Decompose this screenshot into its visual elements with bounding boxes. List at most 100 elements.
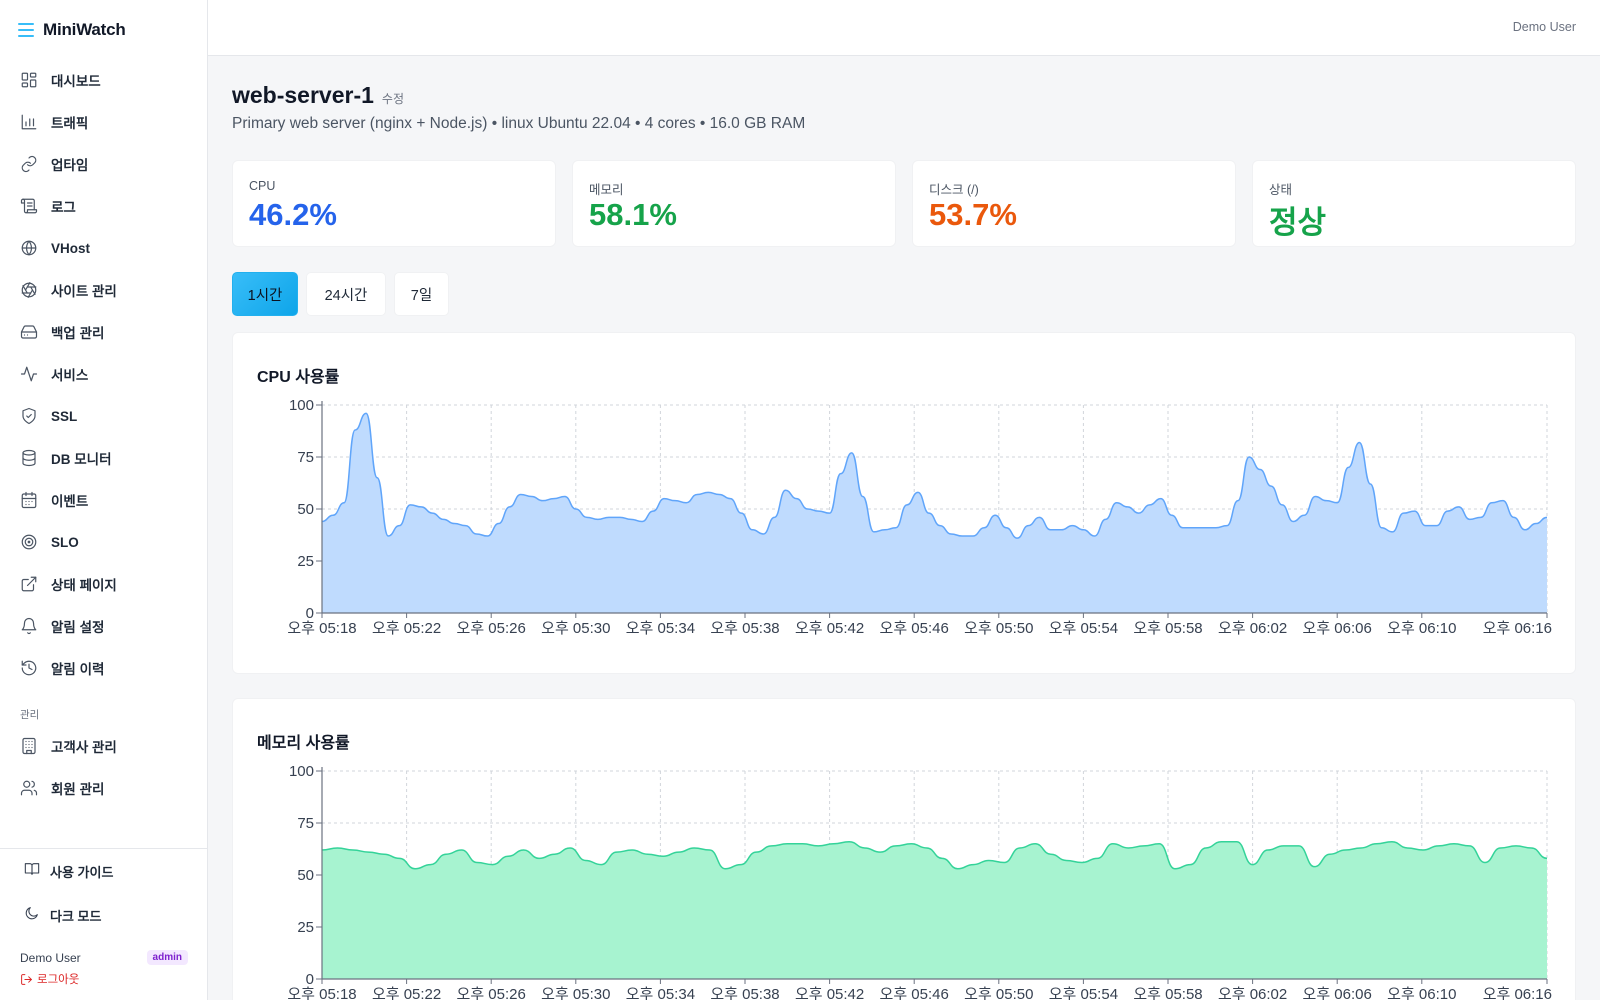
bell-icon: [20, 617, 38, 635]
cpu-chart: 0 25 50 75 100 오후 05:18 오후 05:22 오후 05:26 오후 05:…: [287, 397, 1552, 637]
stat-value: 58.1%: [589, 197, 677, 232]
sidebar-item-label: 대시보드: [51, 74, 101, 89]
sidebar-item-label: SLO: [51, 534, 79, 550]
stat-card-status: 상태 정상: [1252, 160, 1576, 247]
x-tick-label: 오후 06:10: [1387, 620, 1456, 637]
sidebar-item-label: 사이트 관리: [51, 284, 117, 299]
sidebar-item[interactable]: DB 모니터: [0, 437, 207, 479]
user-guide-label: 사용 가이드: [50, 864, 114, 880]
sidebar-item[interactable]: 알림 이력: [0, 647, 207, 689]
calendar-icon: [20, 491, 38, 509]
user-guide-button[interactable]: 사용 가이드: [0, 849, 207, 893]
sidebar-item[interactable]: 서비스: [0, 353, 207, 395]
cpu-chart-panel: CPU 사용률 0 25 50 75 100 오후 05:18 오후 05:22 오후 05:…: [232, 332, 1576, 674]
x-tick-label: 오후 05:22: [372, 620, 441, 637]
stat-label: 상태: [1269, 183, 1293, 197]
moon-icon: [24, 905, 40, 926]
logout-button[interactable]: 로그아웃: [20, 971, 79, 987]
server-subtitle: Primary web server (nginx + Node.js) • l…: [232, 115, 806, 132]
sidebar-item-label: 이벤트: [51, 494, 89, 509]
series-line: [321, 412, 1548, 539]
x-tick-label: 오후 06:02: [1218, 620, 1287, 637]
x-tick-label: 오후 06:02: [1218, 986, 1287, 1000]
sidebar-item-label: 서비스: [51, 368, 89, 383]
stat-label: 디스크 (/): [929, 183, 979, 197]
database-icon: [20, 449, 38, 467]
x-tick-label: 오후 05:34: [626, 986, 695, 1000]
x-tick-label: 오후 06:06: [1303, 620, 1372, 637]
sidebar-item[interactable]: 회원 관리: [0, 767, 207, 809]
x-tick-label: 오후 05:18: [287, 620, 356, 637]
role-badge: admin: [146, 950, 188, 965]
section-label-admin: 관리: [20, 709, 40, 721]
footer-user: Demo User admin: [20, 950, 188, 965]
y-tick-label: 50: [297, 867, 314, 884]
link-icon: [20, 155, 38, 173]
range-1h-button[interactable]: 1시간: [232, 272, 298, 316]
y-tick-label: 50: [297, 501, 314, 518]
sidebar-footer: 사용 가이드 다크 모드: [0, 848, 207, 937]
chart-title: 메모리 사용률: [257, 735, 350, 752]
users-icon: [20, 779, 38, 797]
range-7d-button[interactable]: 7일: [394, 272, 449, 316]
series-area: [322, 413, 1547, 613]
activity-icon: [20, 365, 38, 383]
sidebar-item-label: 회원 관리: [51, 782, 105, 797]
sidebar-item[interactable]: 대시보드: [0, 59, 207, 101]
x-tick-label: 오후 06:16: [1483, 620, 1552, 637]
sidebar-item[interactable]: 이벤트: [0, 479, 207, 521]
sidebar-item[interactable]: 상태 페이지: [0, 563, 207, 605]
chart-title: CPU 사용률: [257, 369, 340, 386]
sidebar-item[interactable]: 로그: [0, 185, 207, 227]
sidebar-item[interactable]: 고객사 관리: [0, 725, 207, 767]
x-tick-label: 오후 05:38: [710, 620, 779, 637]
x-tick-label: 오후 05:46: [880, 986, 949, 1000]
x-tick-label: 오후 05:38: [710, 986, 779, 1000]
sidebar-item-label: DB 모니터: [51, 452, 112, 467]
sidebar-item[interactable]: VHost: [0, 227, 207, 269]
topbar: Demo User: [208, 0, 1600, 56]
status-value: 정상: [1269, 205, 1327, 240]
x-tick-label: 오후 05:50: [964, 986, 1033, 1000]
x-tick-label: 오후 05:46: [880, 620, 949, 637]
sidebar-item-label: 상태 페이지: [51, 578, 117, 593]
sidebar-item[interactable]: SLO: [0, 521, 207, 563]
memory-chart-panel: 메모리 사용률 0 25 50 75 100 오후 05:18 오후 05:22 오후 05:…: [232, 698, 1576, 1000]
x-tick-label: 오후 05:58: [1133, 986, 1202, 1000]
y-tick-label: 75: [297, 815, 314, 832]
hard-drive-icon: [20, 323, 38, 341]
sidebar-item-label: 로그: [51, 200, 76, 215]
y-tick-label: 100: [289, 763, 314, 780]
aperture-icon: [20, 281, 38, 299]
x-tick-label: 오후 05:18: [287, 986, 356, 1000]
book-icon: [24, 861, 40, 882]
sidebar-item[interactable]: 업타임: [0, 143, 207, 185]
sidebar-item[interactable]: 사이트 관리: [0, 269, 207, 311]
dark-mode-toggle[interactable]: 다크 모드: [0, 893, 207, 937]
x-tick-label: 오후 05:54: [1049, 620, 1118, 637]
sidebar-item-label: 알림 설정: [51, 620, 105, 635]
x-tick-label: 오후 05:42: [795, 620, 864, 637]
memory-chart: 0 25 50 75 100 오후 05:18 오후 05:22 오후 05:26 오후 05:…: [287, 763, 1552, 1000]
sidebar-item[interactable]: 트래픽: [0, 101, 207, 143]
stat-card-disk: 디스크 (/) 53.7%: [912, 160, 1236, 247]
user-menu[interactable]: Demo User: [1512, 20, 1576, 34]
hamburger-menu-icon[interactable]: [18, 23, 34, 37]
range-24h-button[interactable]: 24시간: [306, 272, 386, 316]
x-tick-label: 오후 06:16: [1483, 986, 1552, 1000]
y-tick-label: 0: [306, 971, 314, 988]
y-tick-label: 100: [289, 397, 314, 414]
brand: MiniWatch: [18, 18, 126, 42]
sidebar-item-label: SSL: [51, 408, 78, 424]
sidebar-item[interactable]: 알림 설정: [0, 605, 207, 647]
sidebar-item[interactable]: 백업 관리: [0, 311, 207, 353]
sidebar-item[interactable]: SSL: [0, 395, 207, 437]
edit-link[interactable]: 수정: [381, 92, 405, 106]
page-title-row: web-server-1 수정: [232, 82, 404, 109]
building-icon: [20, 737, 38, 755]
sidebar-item-label: VHost: [51, 240, 91, 256]
x-tick-label: 오후 05:30: [541, 986, 610, 1000]
sidebar-item-label: 트래픽: [51, 116, 89, 131]
